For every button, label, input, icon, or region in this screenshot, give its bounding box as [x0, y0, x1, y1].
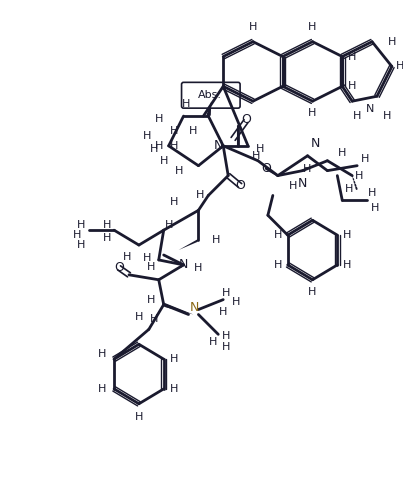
Text: H: H [348, 81, 356, 91]
Text: H: H [371, 203, 379, 213]
Text: H: H [383, 111, 391, 121]
Polygon shape [163, 302, 193, 314]
Text: H: H [77, 240, 85, 250]
Text: H: H [348, 51, 356, 61]
Text: H: H [274, 230, 282, 240]
Text: H: H [222, 288, 231, 298]
Text: H: H [256, 144, 264, 154]
Text: H: H [303, 164, 312, 174]
Text: H: H [150, 144, 158, 154]
Text: H: H [150, 314, 158, 325]
Text: N: N [366, 104, 374, 114]
Text: H: H [308, 287, 317, 297]
Text: H: H [147, 295, 155, 304]
Text: H: H [169, 126, 178, 136]
Text: H: H [103, 233, 111, 243]
Text: O: O [261, 162, 271, 175]
Text: H: H [147, 262, 155, 272]
Text: H: H [196, 191, 205, 201]
Text: H: H [123, 252, 131, 262]
Text: N: N [214, 139, 223, 152]
Text: N: N [298, 177, 307, 190]
Text: H: H [164, 220, 173, 230]
Text: H: H [274, 260, 282, 270]
Text: H: H [308, 108, 317, 118]
Text: O: O [114, 262, 124, 274]
Text: H: H [160, 156, 168, 166]
Text: H: H [98, 349, 106, 359]
Polygon shape [179, 238, 199, 250]
Text: H: H [212, 235, 220, 245]
Text: H: H [368, 188, 376, 199]
Text: H: H [98, 384, 106, 394]
Text: H: H [361, 154, 369, 164]
Text: H: H [343, 260, 351, 270]
Text: H: H [154, 141, 163, 151]
Polygon shape [206, 101, 211, 116]
Text: H: H [194, 263, 203, 273]
Text: H: H [308, 22, 317, 32]
Text: H: H [252, 151, 260, 161]
Text: H: H [73, 230, 81, 240]
Text: H: H [355, 171, 364, 180]
Polygon shape [351, 166, 362, 177]
Text: H: H [135, 312, 143, 323]
FancyBboxPatch shape [182, 82, 240, 108]
Text: H: H [169, 198, 178, 207]
Text: H: H [154, 114, 163, 124]
Text: H: H [338, 148, 347, 158]
Text: N: N [311, 138, 320, 150]
Text: H: H [222, 331, 231, 341]
Text: H: H [219, 306, 227, 317]
Text: O: O [241, 112, 251, 125]
Text: H: H [353, 111, 361, 121]
Text: H: H [189, 126, 197, 136]
Text: H: H [169, 384, 178, 394]
Text: N: N [179, 259, 188, 271]
Text: Abs.: Abs. [198, 90, 222, 100]
Text: H: H [396, 61, 403, 72]
Text: H: H [77, 220, 85, 230]
Text: H: H [222, 342, 231, 352]
Text: H: H [143, 253, 151, 263]
Text: H: H [343, 230, 351, 240]
Text: H: H [289, 180, 297, 191]
Text: H: H [388, 37, 396, 47]
Text: H: H [232, 297, 240, 306]
Text: O: O [235, 179, 245, 192]
Text: H: H [169, 141, 178, 151]
Text: N: N [190, 301, 199, 314]
Text: H: H [103, 220, 111, 230]
Text: H: H [174, 166, 183, 176]
Text: H: H [169, 354, 178, 364]
Text: H: H [345, 183, 353, 194]
Text: H: H [249, 22, 257, 32]
Text: H: H [143, 131, 151, 141]
Text: H: H [135, 412, 143, 422]
Text: H: H [182, 99, 191, 109]
Text: H: H [209, 337, 218, 347]
